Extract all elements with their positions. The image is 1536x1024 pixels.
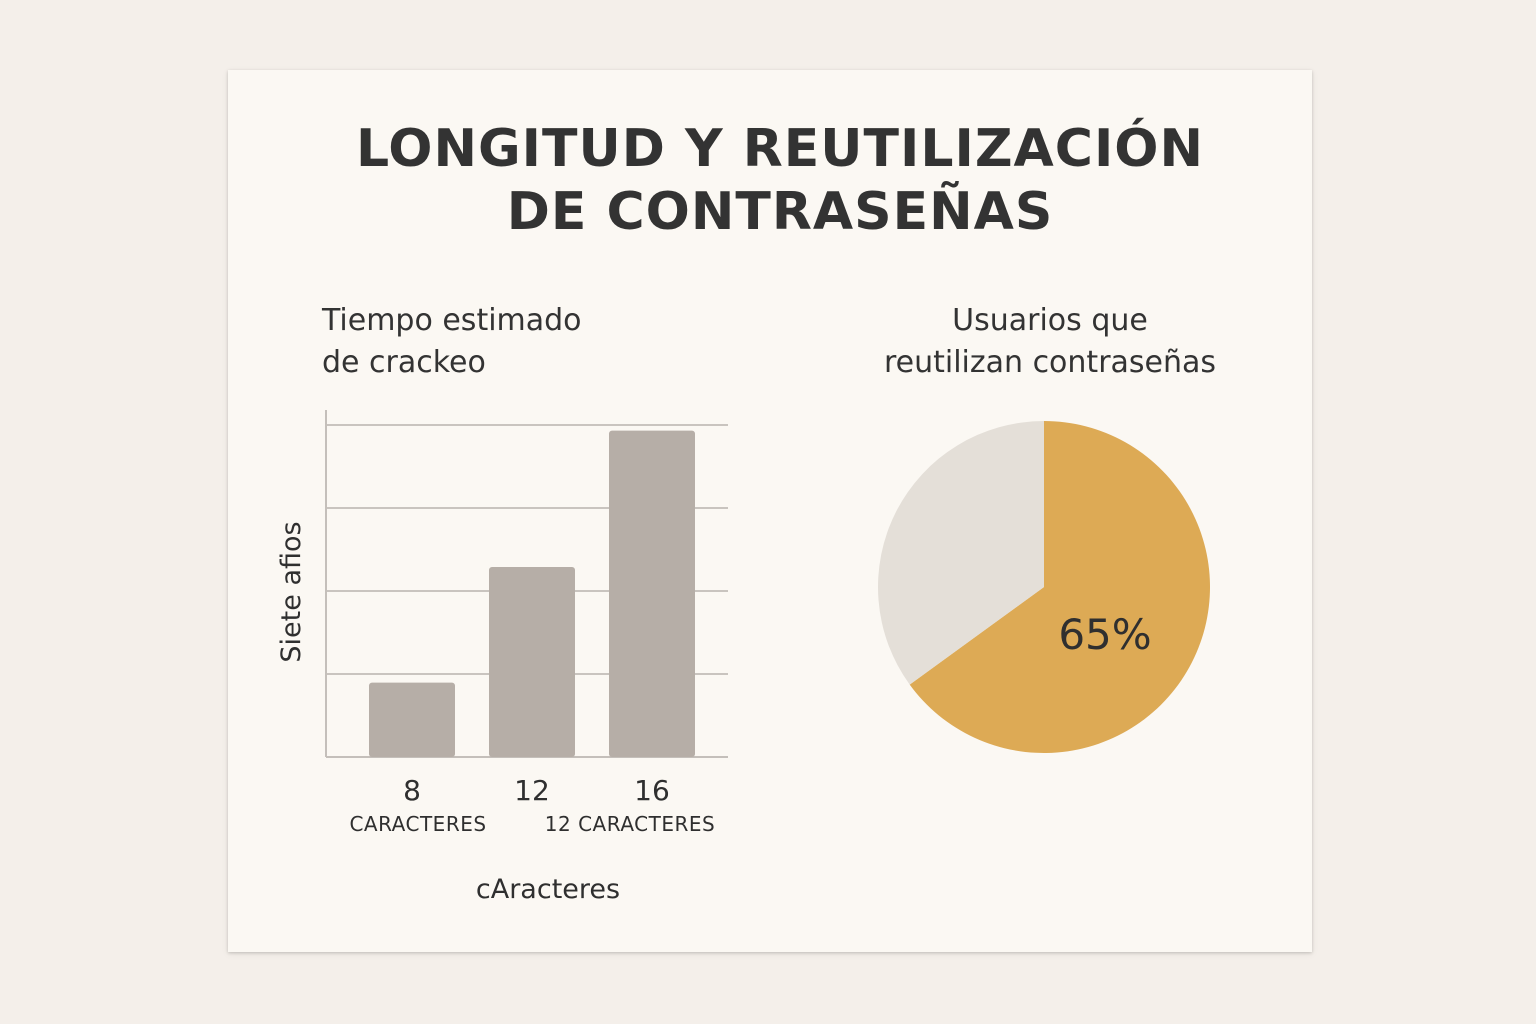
main-title-line-1: LONGITUD Y REUTILIZACIÓN [355, 119, 1205, 179]
pie-slice-1 [877, 421, 1044, 685]
bar-chart-tick-labels: 8 12 16 [403, 774, 670, 807]
bar-chart-bars [369, 430, 695, 757]
pie-chart-title-line-2: reutilizan contraseñas [883, 345, 1217, 380]
bar-chart-title-line-2: de crackeo [322, 345, 486, 380]
pie-slice-label-reuse: 65% [1058, 610, 1151, 659]
bar-16 [609, 430, 695, 757]
main-title-line-2: DE CONTRASEÑAS [506, 182, 1054, 242]
bar-tick-label-8: 8 [403, 774, 421, 807]
pie-slice-0 [909, 421, 1210, 754]
bar-tick-label-16: 16 [634, 774, 670, 807]
pie-chart-title-line-1: Usuarios que [952, 303, 1148, 338]
bar-chart-title: Tiempo estimado de crackeo [322, 300, 582, 384]
bar-8 [369, 682, 455, 757]
main-title: LONGITUD Y REUTILIZACIÓN DE CONTRASEÑAS [228, 118, 1332, 244]
bar-chart-y-axis-label: Siete afios [276, 521, 307, 662]
pie-chart-title: Usuarios que reutilizan contraseñas [850, 300, 1250, 384]
bar-12 [489, 566, 575, 757]
bar-chart-x-axis-label: cAracteres [476, 874, 620, 905]
bar-chart-title-line-1: Tiempo estimado [322, 303, 582, 338]
bar-category-sublabel-1: 12 CARACTERES [545, 812, 715, 836]
bar-category-sublabel-0: CARACTERES [349, 812, 486, 836]
bar-tick-label-12: 12 [514, 774, 550, 807]
pie-chart [877, 421, 1210, 754]
